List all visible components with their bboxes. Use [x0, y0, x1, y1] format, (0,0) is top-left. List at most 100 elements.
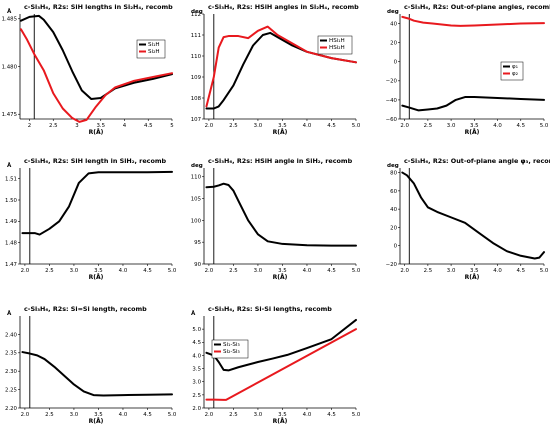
x-tick-label: 2.5	[45, 268, 54, 274]
x-tick-label: 3.0	[254, 412, 263, 418]
y-tick-label: 1.51	[5, 177, 17, 183]
x-tick-label: 4.0	[119, 412, 128, 418]
chart-title: c-Si₃H₆, R2s: HSiH angle in SiH₂, recomb	[208, 157, 353, 165]
x-tick-label: 3.5	[96, 123, 105, 129]
x-tick-label: 4.0	[303, 123, 312, 129]
y-tick-label: 40	[390, 21, 397, 27]
y-axis-label: deg	[191, 163, 203, 169]
chart-panel-2: c-Si₃H₆, R2s: HSiH angles in Si₂H₄, reco…	[191, 3, 361, 136]
y-tick-label: 20	[390, 41, 397, 47]
legend-label: Si₁-Si₃	[223, 342, 240, 348]
chart-title: c-Si₃H₆, R2s: Si-Si lengths, recomb	[208, 305, 332, 313]
x-tick-label: 3.5	[94, 268, 103, 274]
y-tick-label: 60	[390, 189, 397, 195]
y-tick-label: 108	[191, 96, 202, 102]
y-tick-label: 105	[191, 196, 201, 202]
y-tick-label: 40	[390, 207, 397, 213]
chart-panel-4: c-Si₃H₆, R2s: SiH length in SiH₂, recomb…	[5, 157, 177, 281]
x-axis-label: R(Å)	[273, 129, 288, 136]
x-tick-label: 2	[28, 123, 31, 129]
x-tick-label: 2.0	[205, 123, 214, 129]
legend-label: φ₂	[512, 71, 518, 77]
y-tick-label: 5.0	[192, 327, 201, 333]
x-tick-label: 4.5	[327, 268, 336, 274]
x-axis-label: R(Å)	[465, 129, 480, 136]
legend-label: HSi₂H	[329, 45, 345, 51]
series-line-1	[19, 14, 173, 100]
x-tick-label: 4.0	[493, 123, 502, 129]
x-tick-label: 2.5	[424, 123, 433, 129]
y-axis-label: Å	[191, 310, 196, 317]
y-tick-label: −20	[386, 79, 398, 85]
x-tick-label: 3.0	[70, 268, 79, 274]
x-tick-label: 3.5	[278, 412, 287, 418]
x-tick-label: 2.0	[205, 412, 214, 418]
x-tick-label: 4.5	[327, 412, 336, 418]
x-axis-label: R(Å)	[89, 418, 104, 425]
x-tick-label: 4.5	[143, 268, 152, 274]
y-tick-label: 95	[194, 240, 201, 246]
x-tick-label: 3.0	[447, 123, 456, 129]
x-axis-label: R(Å)	[465, 274, 480, 281]
x-tick-label: 4.5	[144, 123, 153, 129]
x-tick-label: 5.0	[540, 268, 549, 274]
series-line-1	[401, 96, 545, 112]
x-tick-label: 4.0	[493, 268, 502, 274]
series-line-1	[205, 182, 357, 247]
y-tick-label: 1.47	[5, 262, 17, 268]
chart-title: c-Si₃H₆, R2s: Out-of-plane angle φ₃, rec…	[404, 157, 550, 165]
x-tick-label: 5.0	[352, 268, 361, 274]
x-tick-label: 3.0	[254, 268, 263, 274]
x-tick-label: 2.0	[400, 268, 409, 274]
y-tick-label: 107	[191, 117, 201, 123]
legend-label: Si₂-Si₃	[223, 349, 240, 355]
x-tick-label: 4.0	[303, 412, 312, 418]
chart-title: c-Si₃H₆, R2s: SiH lengths in Si₂H₄, reco…	[24, 3, 173, 11]
x-tick-label: 5.0	[168, 268, 177, 274]
y-tick-label: 2.5	[192, 393, 201, 399]
x-tick-label: 4.5	[143, 412, 152, 418]
y-tick-label: 1.485	[2, 17, 17, 23]
x-tick-label: 2.5	[229, 123, 238, 129]
x-axis-label: R(Å)	[273, 418, 288, 425]
x-tick-label: 2.5	[229, 268, 238, 274]
x-tick-label: 3	[75, 123, 78, 129]
y-tick-label: 110	[191, 175, 202, 181]
x-tick-label: 2.0	[21, 268, 30, 274]
x-tick-label: 3.5	[470, 123, 479, 129]
series-line-2	[19, 28, 173, 123]
x-tick-label: 2.5	[45, 412, 54, 418]
y-tick-label: 110	[191, 54, 202, 60]
x-tick-label: 3.0	[447, 268, 456, 274]
y-tick-label: 20	[390, 225, 397, 231]
series-line-2	[401, 15, 545, 27]
chart-title: c-Si₃H₆, R2s: Si=Si length, recomb	[24, 305, 147, 313]
chart-panel-3: c-Si₃H₆, R2s: Out-of-plane angles, recom…	[386, 3, 550, 136]
series-line-2	[205, 328, 357, 401]
y-tick-label: 1.49	[5, 219, 18, 225]
y-tick-label: 2.40	[5, 332, 18, 338]
y-tick-label: 100	[191, 218, 202, 224]
y-axis-label: deg	[387, 163, 399, 169]
y-tick-label: 3.0	[192, 380, 201, 386]
y-tick-label: 1.475	[2, 112, 17, 118]
y-tick-label: 0	[394, 60, 398, 66]
chart-panel-5: c-Si₃H₆, R2s: HSiH angle in SiH₂, recomb…	[191, 157, 361, 281]
y-tick-label: 0	[394, 244, 398, 250]
chart-panel-6: c-Si₃H₆, R2s: Out-of-plane angle φ₃, rec…	[386, 157, 550, 281]
x-tick-label: 5.0	[352, 123, 361, 129]
x-tick-label: 3.5	[470, 268, 479, 274]
y-tick-label: 112	[191, 12, 201, 18]
y-tick-label: 3.5	[192, 366, 201, 372]
y-axis-label: Å	[7, 162, 12, 169]
x-tick-label: 2.5	[424, 268, 433, 274]
y-tick-label: −20	[386, 262, 398, 268]
y-tick-label: 2.30	[5, 369, 18, 375]
chart-title: c-Si₃H₆, R2s: SiH length in SiH₂, recomb	[24, 157, 167, 165]
legend-label: Si₁H	[148, 42, 160, 48]
x-axis-label: R(Å)	[89, 274, 104, 281]
